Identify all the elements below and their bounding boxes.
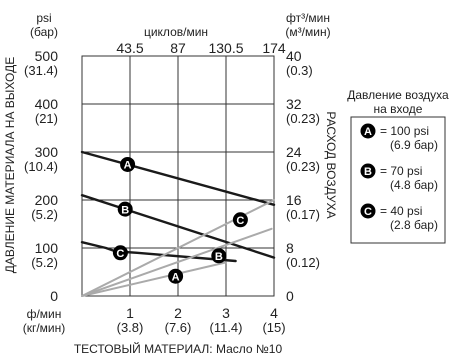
legend-entry-line1: = 40 psi (380, 204, 422, 218)
pressure-line-a (80, 150, 276, 207)
svg-text:A: A (364, 126, 372, 138)
series-marker-a: A (360, 123, 376, 139)
bottom-axis-label: ТЕСТОВЫЙ МАТЕРИАЛ: Масло №10 (74, 341, 283, 356)
series-marker-c: C (112, 245, 128, 261)
top-tick-label: 87 (170, 40, 186, 56)
right-tick-label: 32 (286, 96, 302, 112)
grid (81, 55, 275, 297)
left-tick-label: 0 (50, 288, 58, 304)
legend-entry-line2: (2.8 бар) (390, 218, 438, 232)
legend-entry-line2: (4.8 бар) (390, 178, 438, 192)
series-marker-b: B (360, 163, 376, 179)
svg-text:A: A (172, 271, 180, 283)
right-unit-top: фт³/мин (286, 11, 330, 25)
right-tick-label: 40 (286, 48, 302, 64)
legend-entry-line1: = 100 psi (380, 124, 429, 138)
left-tick-label: 300 (35, 144, 59, 160)
top-tick-label: 130.5 (208, 40, 243, 56)
left-tick-sublabel: (31.4) (24, 63, 58, 78)
left-tick-sublabel: (5.2) (31, 255, 58, 270)
left-tick-sublabel: (21) (35, 111, 58, 126)
series-layer (80, 150, 276, 297)
bottom-unit-bottom: (кг/мин) (23, 321, 66, 335)
series-marker-c: C (232, 212, 248, 228)
right-tick-label: 0 (286, 288, 294, 304)
series-marker-a: A (168, 268, 184, 284)
legend-title-line2: на входе (374, 102, 423, 116)
legend-entry-line1: = 70 psi (380, 164, 422, 178)
left-tick-label: 400 (35, 96, 59, 112)
top-axis-label: циклов/мин (144, 25, 208, 39)
left-tick-sublabel: (5.2) (31, 207, 58, 222)
right-tick-sublabel: (0.23) (286, 159, 320, 174)
right-tick-sublabel: (0.17) (286, 207, 320, 222)
bottom-tick-label: 4 (270, 305, 278, 321)
right-tick-sublabel: (0.12) (286, 255, 320, 270)
legend-entries: A = 100 psi(6.9 бар) B = 70 psi(4.8 бар) C = … (360, 123, 438, 232)
svg-text:A: A (124, 160, 132, 172)
bottom-tick-sublabel: (11.4) (210, 320, 243, 335)
top-tick-label: 174 (262, 40, 286, 56)
pressure-line-b (80, 193, 276, 259)
right-axis-label: РАСХОД ВОЗДУХА (324, 111, 338, 218)
left-tick-label: 200 (35, 192, 59, 208)
bottom-tick-label: 2 (174, 305, 182, 321)
right-tick-sublabel: (0.23) (286, 111, 320, 126)
left-axis-label: ДАВЛЕНИЕ МАТЕРИАЛА НА ВЫХОДЕ (3, 57, 17, 273)
bottom-tick-label: 1 (126, 305, 134, 321)
series-marker-b: B (117, 201, 133, 217)
air-line-b (81, 227, 273, 297)
svg-text:B: B (121, 204, 129, 216)
air-line-a (81, 261, 227, 297)
svg-text:B: B (364, 166, 372, 178)
right-tick-label: 16 (286, 192, 302, 208)
svg-text:B: B (215, 251, 223, 263)
bottom-tick-sublabel: (15) (262, 320, 285, 335)
bottom-tick-sublabel: (7.6) (165, 320, 192, 335)
right-tick-label: 24 (286, 144, 302, 160)
left-unit-bottom: (бар) (30, 25, 58, 39)
bottom-tick-label: 3 (222, 305, 230, 321)
legend-title-line1: Давление воздуха (347, 88, 449, 102)
bottom-tick-sublabel: (3.8) (117, 320, 144, 335)
svg-text:C: C (116, 248, 124, 260)
right-tick-sublabel: (0.3) (286, 63, 313, 78)
left-tick-sublabel: (10.4) (24, 159, 58, 174)
markers-layer: A B C A B C (112, 156, 248, 284)
axes-layer: 500(31.4)400(21)300(10.4)200(5.2)100(5.2… (24, 40, 320, 335)
left-tick-label: 500 (35, 48, 59, 64)
top-tick-label: 43.5 (116, 40, 143, 56)
left-unit-top: psi (36, 11, 51, 25)
legend: Давление воздуха на входе A = 100 psi(6.9… (347, 88, 449, 244)
series-marker-c: C (360, 203, 376, 219)
legend-entry-b: B = 70 psi(4.8 бар) (360, 163, 438, 192)
legend-entry-line2: (6.9 бар) (390, 138, 438, 152)
bottom-unit-top: ф/мин (27, 307, 62, 321)
series-marker-a: A (120, 156, 136, 172)
right-tick-label: 8 (286, 240, 294, 256)
legend-entry-a: A = 100 psi(6.9 бар) (360, 123, 438, 152)
svg-text:C: C (236, 215, 244, 227)
left-tick-label: 100 (35, 240, 59, 256)
svg-text:C: C (364, 206, 372, 218)
series-marker-b: B (211, 248, 227, 264)
legend-entry-c: C = 40 psi(2.8 бар) (360, 203, 438, 232)
right-unit-bottom: (м³/мин) (285, 25, 330, 39)
